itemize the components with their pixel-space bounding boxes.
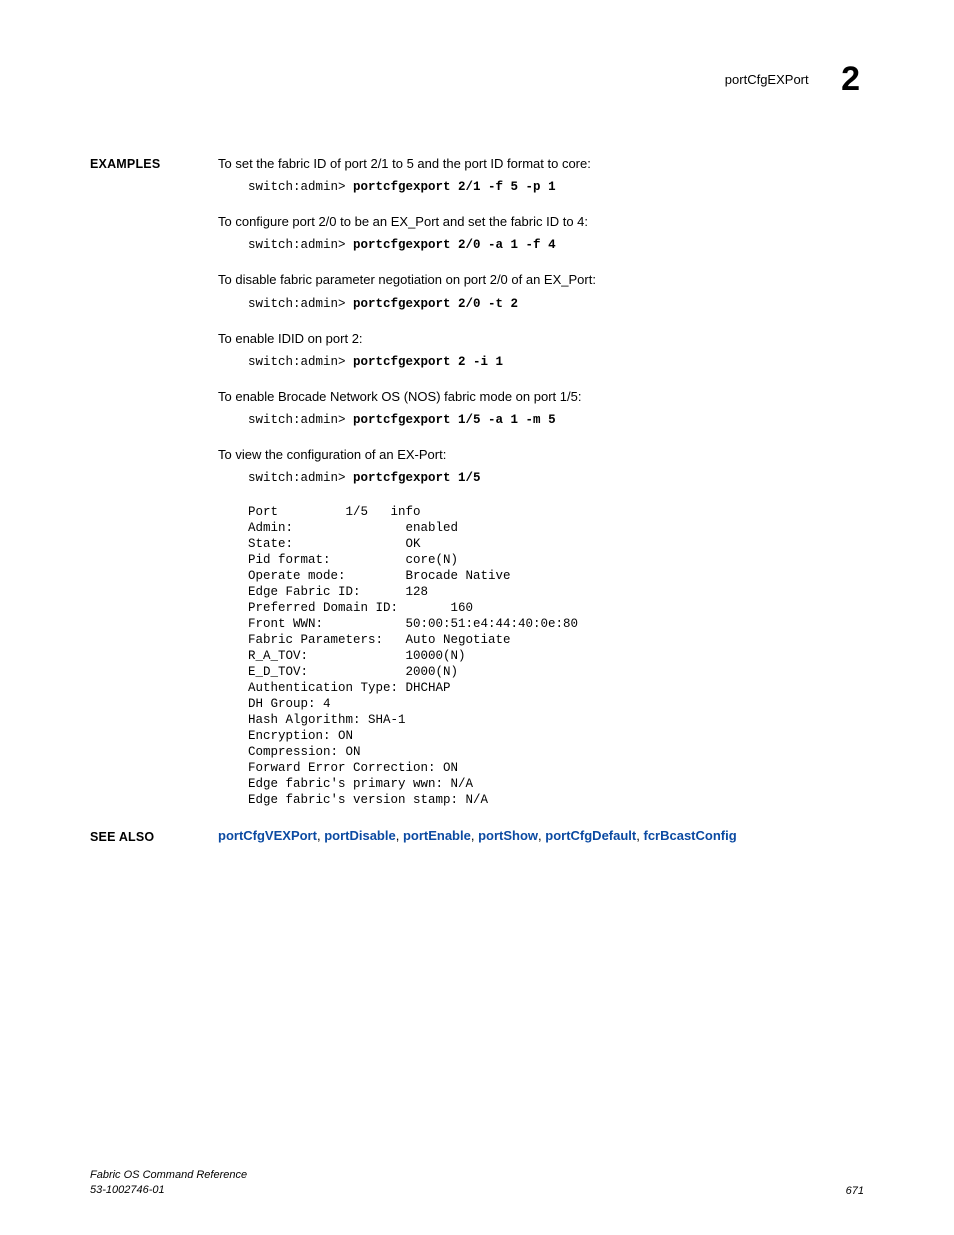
- example-prompt-1: switch:admin>: [248, 238, 353, 252]
- example-desc-4: To enable Brocade Network OS (NOS) fabri…: [218, 388, 864, 406]
- seealso-link-5[interactable]: fcrBcastConfig: [643, 828, 736, 843]
- example-output: Port 1/5 info Admin: enabled State: OK P…: [248, 504, 864, 808]
- example-code-1: switch:admin> portcfgexport 2/0 -a 1 -f …: [248, 237, 864, 253]
- example-prompt-5: switch:admin>: [248, 471, 353, 485]
- examples-section: EXAMPLES To set the fabric ID of port 2/…: [90, 155, 864, 828]
- page-container: portCfgEXPort 2 EXAMPLES To set the fabr…: [0, 0, 954, 1235]
- seealso-link-3[interactable]: portShow: [478, 828, 538, 843]
- example-prompt-0: switch:admin>: [248, 180, 353, 194]
- seealso-section: SEE ALSO portCfgVEXPort, portDisable, po…: [90, 828, 864, 846]
- example-cmd-4: portcfgexport 1/5 -a 1 -m 5: [353, 413, 556, 427]
- header-chapter-number: 2: [841, 60, 860, 99]
- page-footer: Fabric OS Command Reference 53-1002746-0…: [90, 1168, 864, 1197]
- seealso-link-1[interactable]: portDisable: [324, 828, 396, 843]
- example-code-5: switch:admin> portcfgexport 1/5: [248, 470, 864, 486]
- seealso-label: SEE ALSO: [90, 830, 154, 844]
- comma: ,: [471, 828, 478, 843]
- seealso-link-2[interactable]: portEnable: [403, 828, 471, 843]
- example-desc-1: To configure port 2/0 to be an EX_Port a…: [218, 213, 864, 231]
- footer-left: Fabric OS Command Reference 53-1002746-0…: [90, 1168, 247, 1197]
- footer-page-number: 671: [846, 1185, 864, 1197]
- example-cmd-0: portcfgexport 2/1 -f 5 -p 1: [353, 180, 556, 194]
- example-prompt-4: switch:admin>: [248, 413, 353, 427]
- footer-doc-id: 53-1002746-01: [90, 1183, 247, 1197]
- examples-label: EXAMPLES: [90, 157, 160, 171]
- seealso-links: portCfgVEXPort, portDisable, portEnable,…: [218, 828, 864, 846]
- example-code-0: switch:admin> portcfgexport 2/1 -f 5 -p …: [248, 179, 864, 195]
- example-cmd-5: portcfgexport 1/5: [353, 471, 481, 485]
- example-code-3: switch:admin> portcfgexport 2 -i 1: [248, 354, 864, 370]
- example-desc-5: To view the configuration of an EX-Port:: [218, 446, 864, 464]
- example-cmd-1: portcfgexport 2/0 -a 1 -f 4: [353, 238, 556, 252]
- example-cmd-3: portcfgexport 2 -i 1: [353, 355, 503, 369]
- examples-label-col: EXAMPLES: [90, 155, 218, 828]
- seealso-link-4[interactable]: portCfgDefault: [545, 828, 636, 843]
- seealso-link-0[interactable]: portCfgVEXPort: [218, 828, 317, 843]
- example-cmd-2: portcfgexport 2/0 -t 2: [353, 297, 518, 311]
- seealso-label-col: SEE ALSO: [90, 828, 218, 846]
- example-prompt-2: switch:admin>: [248, 297, 353, 311]
- example-prompt-3: switch:admin>: [248, 355, 353, 369]
- comma: ,: [396, 828, 403, 843]
- example-desc-0: To set the fabric ID of port 2/1 to 5 an…: [218, 155, 864, 173]
- example-desc-2: To disable fabric parameter negotiation …: [218, 271, 864, 289]
- example-desc-3: To enable IDID on port 2:: [218, 330, 864, 348]
- footer-doc-title: Fabric OS Command Reference: [90, 1168, 247, 1182]
- header-command-name: portCfgEXPort: [725, 72, 809, 87]
- page-header: portCfgEXPort 2: [90, 60, 864, 99]
- examples-content: To set the fabric ID of port 2/1 to 5 an…: [218, 155, 864, 828]
- example-code-4: switch:admin> portcfgexport 1/5 -a 1 -m …: [248, 412, 864, 428]
- example-code-2: switch:admin> portcfgexport 2/0 -t 2: [248, 296, 864, 312]
